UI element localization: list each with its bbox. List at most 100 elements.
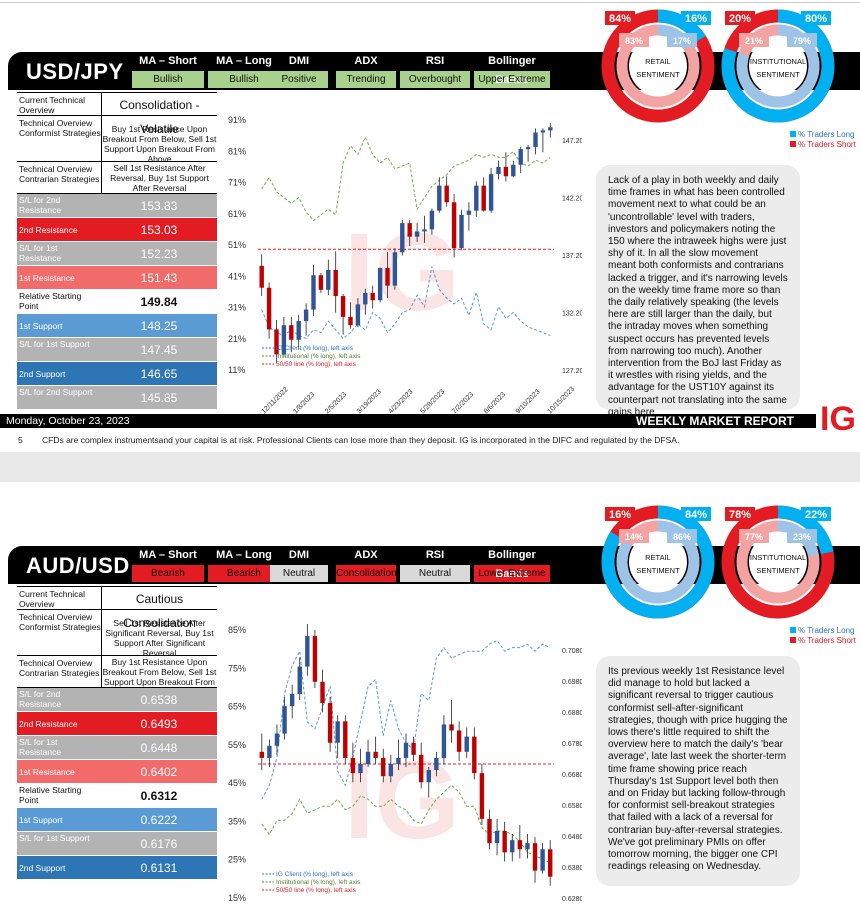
candle xyxy=(407,220,412,247)
outer-long-arc xyxy=(721,505,835,619)
candle xyxy=(488,167,494,213)
candle xyxy=(333,251,338,313)
level-value: 0.6176 xyxy=(140,837,178,851)
level-label: S/L for 2nd Support xyxy=(19,387,93,397)
candle xyxy=(355,298,361,328)
indicator-adx: ADX Trending xyxy=(334,52,398,88)
candle xyxy=(444,176,449,207)
candle xyxy=(494,818,500,856)
level-row: 1st Resistance 0.6402 xyxy=(17,760,217,784)
indicator-value: Neutral xyxy=(400,565,470,582)
left-axis-tick: 65% xyxy=(228,702,246,712)
level-value: 153.03 xyxy=(140,223,178,237)
x-axis-tick: 8/6/2023 xyxy=(483,391,507,415)
indicator-value: Neutral xyxy=(270,565,328,582)
candle xyxy=(449,700,454,743)
report-date: Monday, October 23, 2023 xyxy=(6,415,130,427)
row-value: Buy 1st Resistance Upon Breakout From Be… xyxy=(101,116,217,164)
candle xyxy=(282,697,287,740)
indicator-dmi: DMI Positive xyxy=(268,52,330,88)
right-axis-tick: 142.20 xyxy=(562,196,582,203)
donut-label-2: SENTIMENT xyxy=(636,70,680,79)
inner-long-arc xyxy=(736,520,820,604)
level-value: 147.45 xyxy=(140,343,178,357)
report-footer-bar: Monday, October 23, 2023 WEEKLY MARKET R… xyxy=(0,414,860,428)
left-axis-tick: 51% xyxy=(228,240,246,250)
x-axis-tick: 12/11/2022 xyxy=(260,386,289,415)
page-gap xyxy=(0,452,860,482)
indicator-name: ADX xyxy=(354,549,378,561)
row-label: Current Technical Overview xyxy=(19,95,85,115)
svg-text:21%: 21% xyxy=(745,36,763,46)
inner-long-arc xyxy=(736,24,820,108)
level-label: S/L for 2nd Resistance xyxy=(19,689,62,709)
left-axis-tick: 85% xyxy=(228,625,246,635)
candle xyxy=(343,715,348,764)
row-label: Technical Overview Conformist Strategies xyxy=(19,118,101,138)
row-value: Consolidation - Volatile xyxy=(101,93,217,136)
indicator-name: DMI xyxy=(288,55,310,67)
level-value: 149.84 xyxy=(140,295,178,309)
donut-label-1: INSTITUTIONAL xyxy=(750,553,806,562)
indicator-name: MA – Short xyxy=(139,55,197,67)
outer-short-pct: 20% xyxy=(725,11,755,25)
sentiment-legend: % Traders Long % Traders Short xyxy=(790,626,856,646)
level-row: 2nd Support 0.6131 xyxy=(17,856,217,880)
level-row: Relative Starting Point 149.84 xyxy=(17,290,217,314)
candle xyxy=(377,267,383,303)
candle xyxy=(426,767,431,798)
right-axis-tick: 0.6580 xyxy=(562,803,582,810)
row-label: Technical Overview Contrarian Strategies xyxy=(19,164,100,184)
candle xyxy=(540,843,545,874)
svg-text:22%: 22% xyxy=(805,509,827,521)
candle xyxy=(274,724,280,755)
candle xyxy=(403,733,409,768)
level-value: 0.6538 xyxy=(140,693,178,707)
chart-legend-item: Institutional (% long), left axis xyxy=(276,353,361,360)
candle xyxy=(466,202,472,231)
chart-watermark: IG xyxy=(344,739,460,862)
left-axis-tick: 91% xyxy=(228,115,246,125)
candle xyxy=(472,727,477,780)
retail-donut: RETAIL SENTIMENT 84% 16% 83% 17% xyxy=(601,9,715,123)
commentary-panel: Its previous weekly 1st Resistance level… xyxy=(596,656,800,886)
outer-long-arc xyxy=(601,9,715,123)
candle xyxy=(533,128,538,155)
indicator-value: Bearish xyxy=(132,565,204,582)
indicator-name: Bollinger Bands xyxy=(488,55,536,86)
level-label: 1st Resistance xyxy=(19,767,75,777)
outer-long-pct: 22% xyxy=(801,507,831,521)
candle xyxy=(388,754,394,783)
right-axis-tick: 137.20 xyxy=(562,253,582,260)
right-axis-tick: 147.20 xyxy=(562,138,582,145)
level-row: S/L for 1st Support 147.45 xyxy=(17,338,217,362)
candle xyxy=(422,215,427,243)
svg-text:16%: 16% xyxy=(685,13,707,25)
table-row: Current Technical Overview Cautious Conso… xyxy=(17,586,217,630)
candle xyxy=(510,834,515,862)
svg-text:80%: 80% xyxy=(805,13,827,25)
candle xyxy=(411,736,416,761)
level-row: S/L for 1st Resistance 152.23 xyxy=(17,242,217,266)
level-label: S/L for 1st Resistance xyxy=(19,243,62,263)
audusd-chart: IG 85% 75% 65% 55% 45% 35% 25% 15% 0.7080 0.6980 0.… xyxy=(228,623,582,903)
outer-long-arc xyxy=(721,9,835,123)
table-row: Technical Overview Contrarian Strategies… xyxy=(17,162,217,194)
row-label: Technical Overview Conformist Strategies xyxy=(19,612,101,632)
svg-text:84%: 84% xyxy=(685,509,707,521)
inner-long-pct: 23% xyxy=(787,529,817,543)
left-axis-tick: 15% xyxy=(228,893,246,903)
candle xyxy=(274,320,279,363)
candle xyxy=(464,727,469,758)
candle xyxy=(481,177,486,212)
ig-logo: IG xyxy=(816,400,860,439)
level-row: S/L for 2nd Resistance 0.6538 xyxy=(17,688,217,712)
indicator-ma-short: MA – Short Bullish xyxy=(130,52,206,88)
pair-title: USD/JPY xyxy=(26,59,124,84)
candle xyxy=(305,623,310,676)
svg-text:14%: 14% xyxy=(625,532,643,542)
candle xyxy=(429,208,435,235)
right-axis-tick: 127.20 xyxy=(562,368,582,375)
candle xyxy=(327,697,333,752)
inner-long-pct: 17% xyxy=(667,33,697,47)
